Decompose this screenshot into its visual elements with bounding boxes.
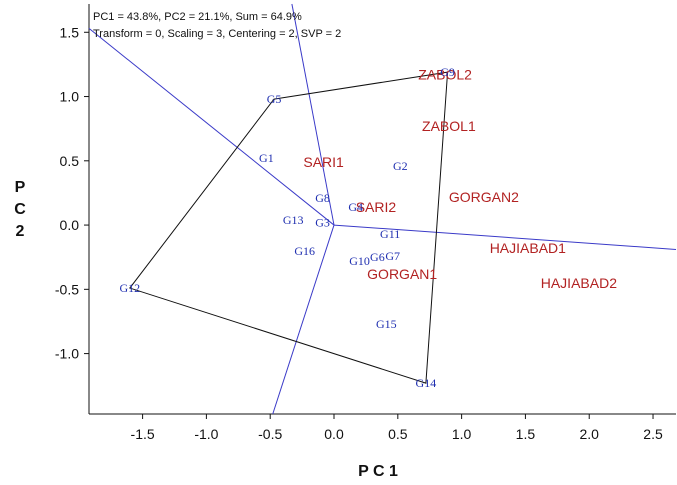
plot-frame <box>88 4 676 415</box>
y-tick-label: 0.5 <box>60 153 80 169</box>
environment-label: ZABOL2 <box>418 67 472 83</box>
x-tick-label: 0.0 <box>324 426 344 442</box>
genotype-label: G2 <box>393 159 408 173</box>
environment-label: ZABOL1 <box>422 118 476 134</box>
info-line-2: Transform = 0, Scaling = 3, Centering = … <box>93 28 341 40</box>
x-axis-ticks: -1.5 -1.0 -0.5 0.0 0.5 1.0 1.5 2.0 2.5 <box>131 414 663 442</box>
y-tick-label: 1.5 <box>60 24 80 40</box>
genotype-label: G10 <box>349 254 370 268</box>
genotype-label: G4 <box>348 200 363 214</box>
x-axis-title: P C 1 <box>358 463 398 480</box>
genotype-label: G12 <box>119 281 140 295</box>
genotype-label: G15 <box>376 317 397 331</box>
y-tick-label: -0.5 <box>55 281 79 297</box>
environment-label: HAJIABAD1 <box>490 240 566 256</box>
environment-label: GORGAN1 <box>367 266 437 282</box>
genotype-label: G7 <box>385 249 400 263</box>
hull-polygon <box>129 71 449 384</box>
sector-ray-line <box>333 224 677 250</box>
sector-ray-line <box>291 3 335 226</box>
polygon-hull <box>129 71 449 384</box>
x-tick-label: 2.0 <box>579 426 599 442</box>
y-axis-title-letter-3: 2 <box>16 223 25 240</box>
genotype-labels: G1 G2 G3 G4 G5 G6 G7 G8 G9 G10 G11 G12 G13 G14 G15 G16 <box>119 65 454 390</box>
x-tick-label: 1.0 <box>452 426 472 442</box>
genotype-label: G1 <box>259 151 274 165</box>
genotype-label: G3 <box>315 215 330 229</box>
genotype-label: G6 <box>370 250 385 264</box>
info-line-1: PC1 = 43.8%, PC2 = 21.1%, Sum = 64.9% <box>93 11 302 23</box>
y-tick-label: 0.0 <box>60 217 80 233</box>
genotype-label: G16 <box>294 244 315 258</box>
genotype-label: G8 <box>315 191 330 205</box>
genotype-label: G11 <box>380 227 400 241</box>
environment-label: GORGAN2 <box>449 189 519 205</box>
genotype-label: G13 <box>283 213 304 227</box>
sector-rays <box>88 3 677 415</box>
sector-ray-line <box>272 224 335 415</box>
environment-labels: ZABOL2 ZABOL1 SARI1 SARI2 GORGAN2 HAJIABAD1 GO… <box>303 67 617 291</box>
genotype-label: G14 <box>416 376 437 390</box>
x-tick-label: -0.5 <box>258 426 282 442</box>
genotype-label: G9 <box>440 65 455 79</box>
y-axis-ticks: 1.5 1.0 0.5 0.0 -0.5 -1.0 <box>55 24 89 362</box>
y-axis-title-letter-1: P <box>15 179 26 196</box>
sector-ray-line <box>88 28 335 226</box>
genotype-label: G5 <box>267 92 282 106</box>
x-tick-label: 1.5 <box>516 426 536 442</box>
x-tick-label: 2.5 <box>643 426 663 442</box>
environment-label: HAJIABAD2 <box>541 275 617 291</box>
x-tick-label: -1.5 <box>131 426 155 442</box>
y-tick-label: 1.0 <box>60 89 80 105</box>
environment-label: SARI2 <box>356 199 397 215</box>
x-tick-label: -1.0 <box>194 426 218 442</box>
y-tick-label: -1.0 <box>55 346 79 362</box>
y-axis-title-letter-2: C <box>14 201 26 218</box>
x-tick-label: 0.5 <box>388 426 408 442</box>
environment-label: SARI1 <box>303 154 344 170</box>
